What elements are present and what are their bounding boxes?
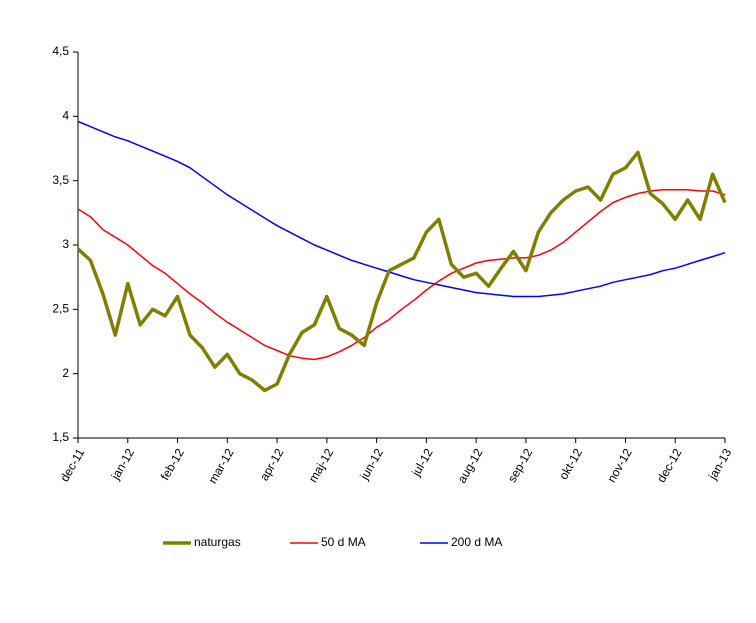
y-tick-label: 3 [62,237,69,251]
x-tick-label: okt-12 [556,446,585,482]
x-tick-label: jul-12 [408,446,435,480]
x-tick-label: feb-12 [158,446,187,483]
x-tick-label: jan-12 [108,446,137,483]
x-tick-label: aug-12 [455,446,486,486]
series-line [77,188,726,361]
legend-label: naturgas [194,535,241,549]
legend-label: 200 d MA [451,535,502,549]
x-tick-label: sep-12 [505,446,536,485]
y-tick-label: 3,5 [52,173,69,187]
x-tick-label: apr-12 [257,446,287,483]
y-tick-label: 4 [62,109,69,123]
x-tick-label: nov-12 [604,446,635,485]
x-tick-label: jan-13 [705,446,734,483]
series-line [77,120,726,298]
legend-label: 50 d MA [321,535,366,549]
series-line [76,150,727,393]
y-tick-label: 1,5 [52,430,69,444]
x-tick-label: dec-11 [57,446,87,484]
x-tick-label: dec-12 [654,446,685,485]
y-tick-label: 2 [62,366,69,380]
x-tick-label: maj-12 [306,446,337,485]
x-tick-label: jun-12 [357,446,386,483]
y-tick-label: 4,5 [52,44,69,58]
y-tick-label: 2,5 [52,302,69,316]
x-tick-label: mar-12 [206,446,237,486]
